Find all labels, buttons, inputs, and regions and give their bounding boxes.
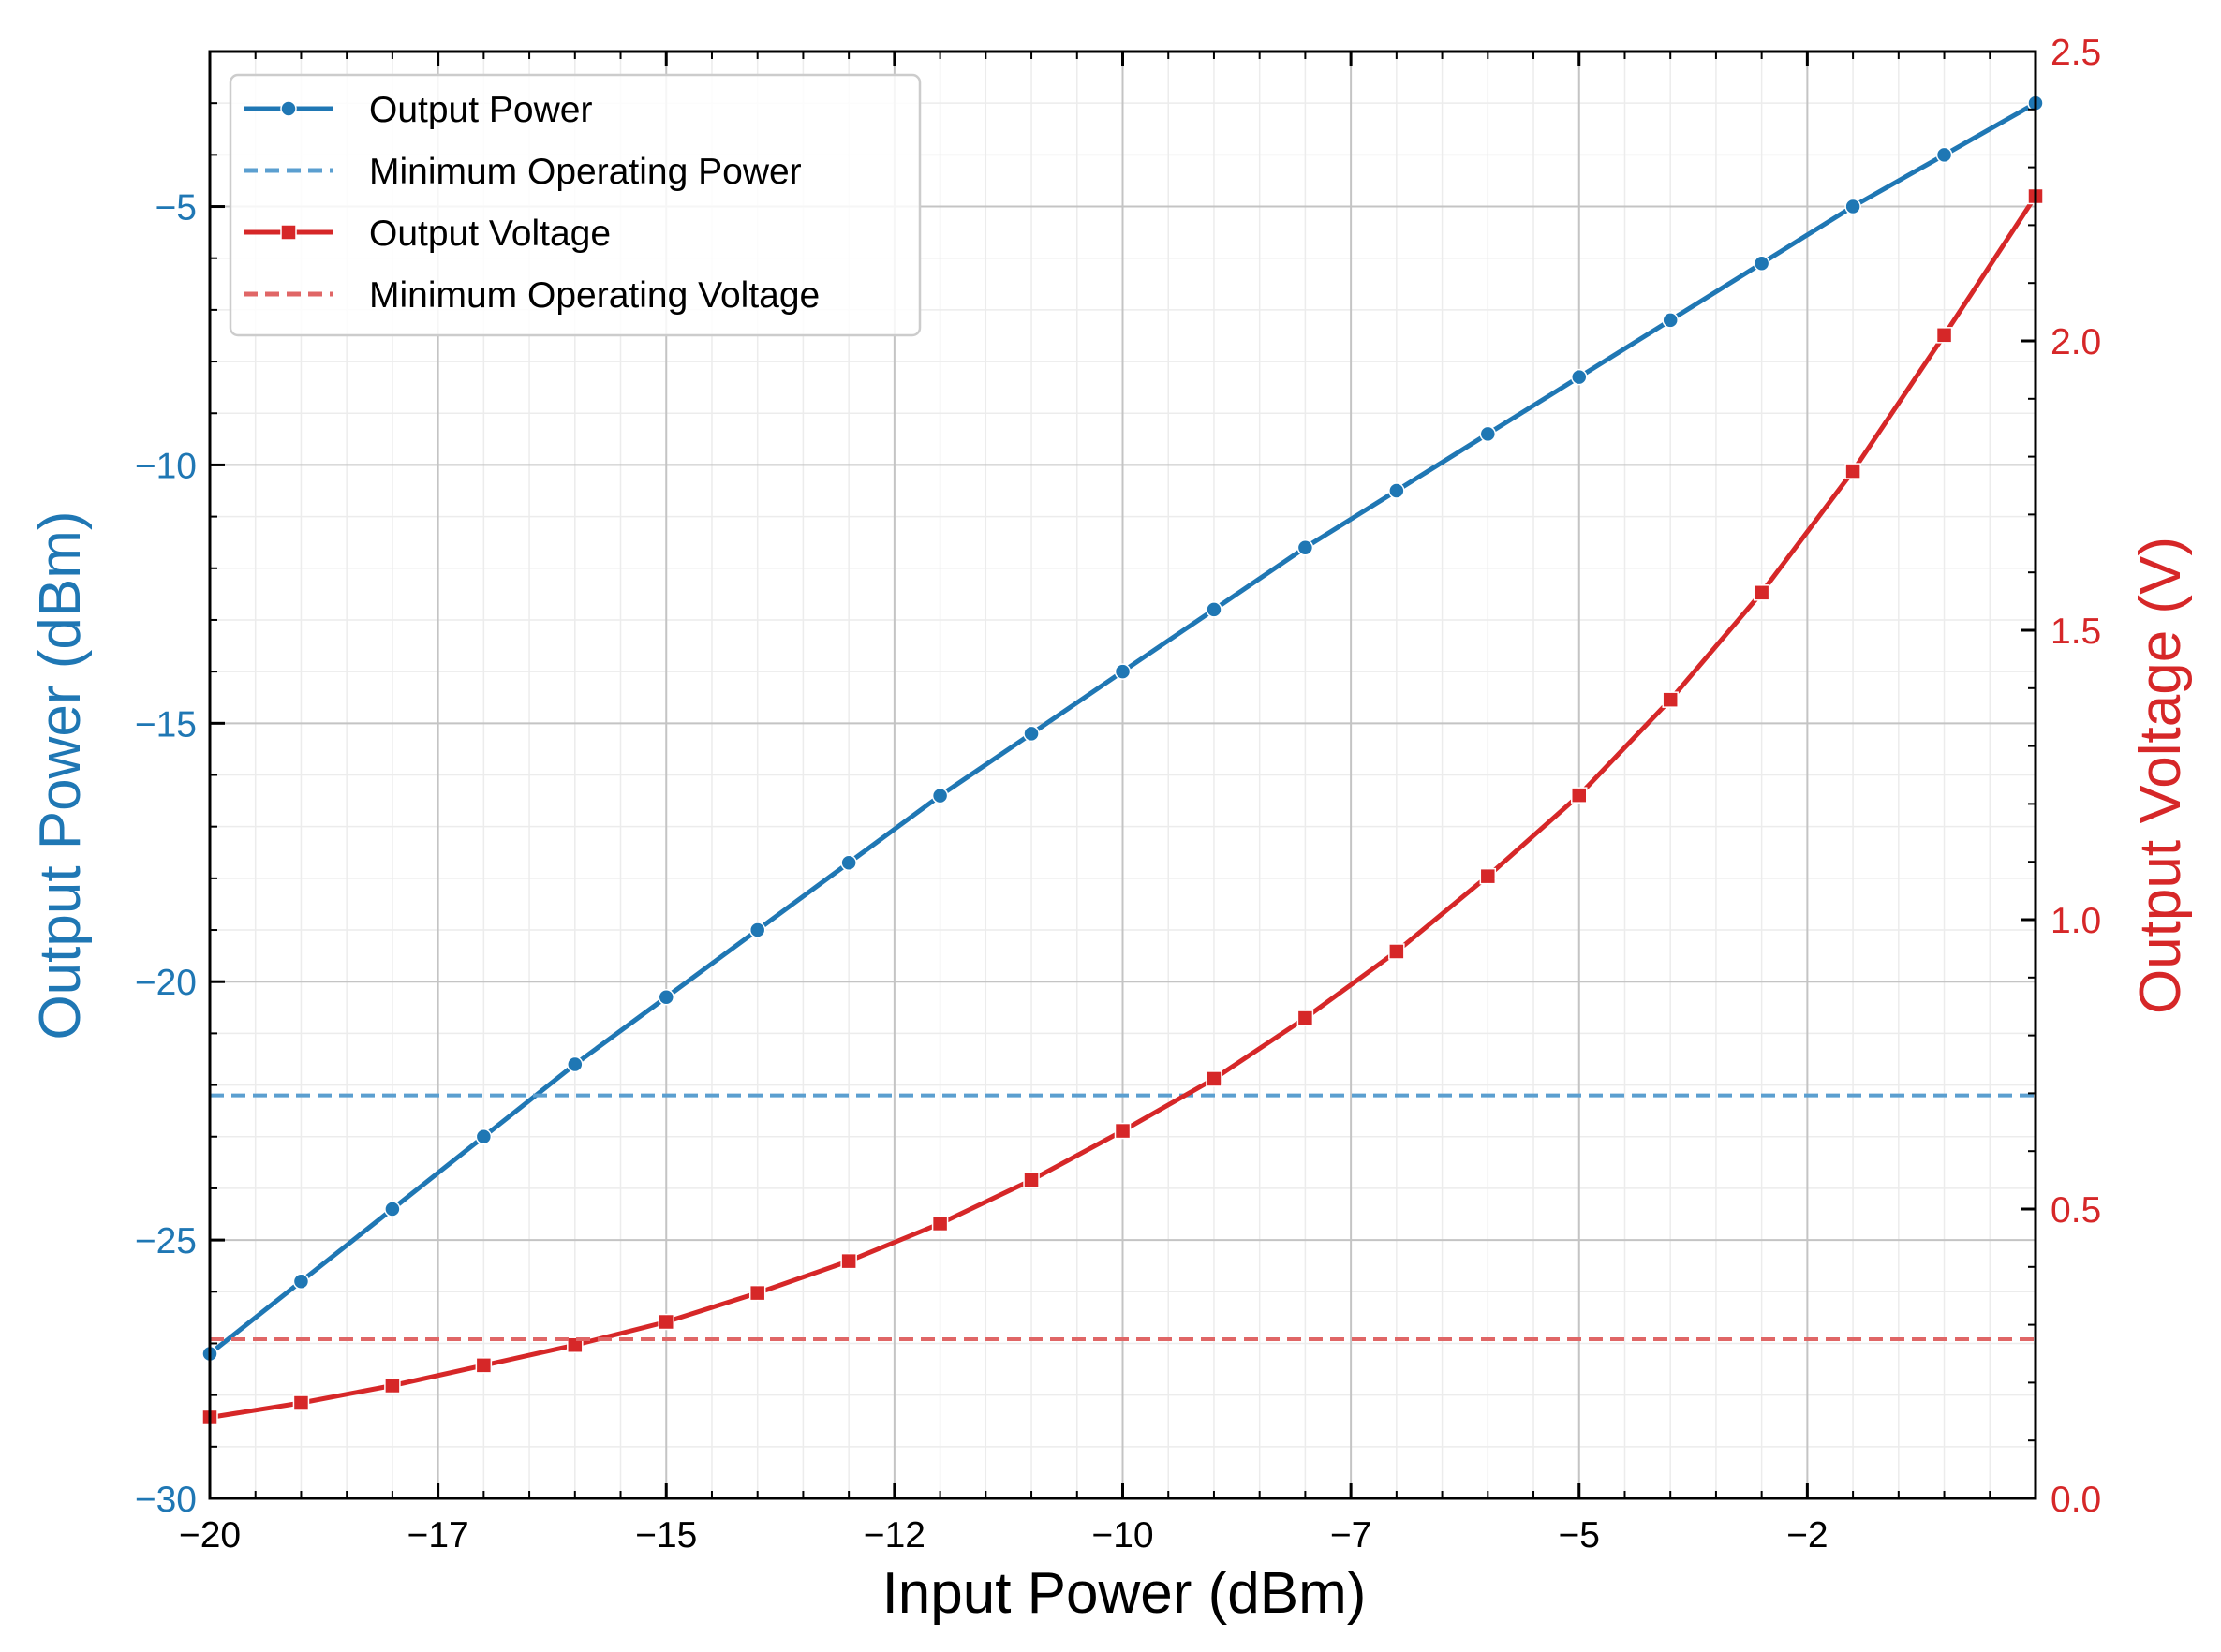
data-point (1296, 538, 1314, 556)
data-point (658, 989, 674, 1006)
data-point (1571, 787, 1588, 804)
x-tick-label: −15 (635, 1515, 697, 1556)
x-tick-label: −2 (1786, 1515, 1828, 1556)
data-point (384, 1377, 401, 1394)
data-point (1388, 482, 1405, 499)
data-point (748, 1284, 766, 1302)
data-point (292, 1394, 310, 1411)
data-point (1844, 463, 1861, 479)
data-point (1479, 867, 1497, 885)
data-point (567, 1336, 584, 1353)
data-point (658, 1313, 674, 1331)
data-point (384, 1201, 401, 1217)
legend-marker (280, 100, 297, 117)
data-point (840, 1252, 857, 1270)
data-point (1206, 1070, 1222, 1087)
data-point (931, 1215, 949, 1232)
data-point (1844, 198, 1861, 215)
legend-label: Output Voltage (369, 214, 611, 254)
data-point (1753, 255, 1770, 272)
x-tick-label: −17 (407, 1515, 469, 1556)
data-point (840, 854, 857, 872)
data-point (748, 922, 766, 938)
legend-label: Minimum Operating Voltage (369, 275, 820, 316)
y-left-tick-label: −20 (135, 963, 197, 1003)
y-axis-left-title: Output Power (dBm) (28, 510, 93, 1040)
data-point (292, 1273, 310, 1290)
data-point (1114, 663, 1132, 680)
data-point (1479, 425, 1497, 443)
legend: Output Power Minimum Operating Power Outpu… (229, 73, 922, 337)
y-left-tick-label: −30 (135, 1480, 197, 1520)
y-left-tick-label: −15 (135, 704, 197, 745)
y-right-tick-label: 1.5 (2051, 612, 2101, 652)
y-left-tick-label: −25 (135, 1221, 197, 1261)
x-tick-label: −12 (864, 1515, 925, 1556)
x-tick-label: −5 (1559, 1515, 1600, 1556)
y-left-tick-label: −10 (135, 446, 197, 486)
series-output-voltage (201, 187, 2044, 1426)
series-layer (201, 95, 2044, 1426)
legend-item: Minimum Operating Voltage (244, 275, 820, 316)
legend-item: Output Voltage (244, 214, 611, 254)
data-point (1388, 943, 1405, 960)
data-point (1114, 1122, 1132, 1140)
data-point (475, 1357, 493, 1374)
legend-box (229, 73, 922, 337)
data-point (1206, 601, 1222, 618)
y-right-tick-label: 2.0 (2051, 322, 2101, 362)
data-point (931, 787, 949, 804)
data-point (1571, 368, 1588, 386)
y-right-tick-label: 2.5 (2051, 33, 2101, 73)
x-tick-label: −20 (179, 1515, 241, 1556)
data-point (1023, 725, 1040, 743)
data-point (567, 1055, 584, 1073)
y-right-tick-label: 0.5 (2051, 1190, 2101, 1231)
data-point (1935, 146, 1953, 164)
y-right-tick-label: 1.0 (2051, 901, 2101, 941)
y-axis-right-title: Output Voltage (V) (2128, 537, 2193, 1014)
data-point (1662, 312, 1679, 329)
x-axis-title: Input Power (dBm) (882, 1561, 1367, 1626)
x-tick-label: −10 (1091, 1515, 1153, 1556)
x-tick-label: −7 (1330, 1515, 1371, 1556)
data-point (1296, 1010, 1314, 1026)
data-point (1753, 584, 1770, 601)
legend-label: Output Power (369, 90, 592, 130)
legend-marker (280, 224, 297, 241)
data-point (475, 1128, 493, 1145)
legend-label: Minimum Operating Power (369, 152, 802, 192)
data-point (1662, 691, 1679, 708)
data-point (1935, 327, 1953, 344)
legend-item: Output Power (244, 90, 592, 130)
legend-item: Minimum Operating Power (244, 152, 802, 192)
data-point (1023, 1172, 1040, 1188)
series-output-power (201, 95, 2044, 1363)
ticks-layer: −20 −17 −15 −12 −10 −7 −5 −2 −30 −25 −20 −15 −10 −5 0.… (135, 33, 2101, 1556)
y-left-tick-label: −5 (155, 188, 197, 229)
y-right-tick-label: 0.0 (2051, 1480, 2101, 1520)
